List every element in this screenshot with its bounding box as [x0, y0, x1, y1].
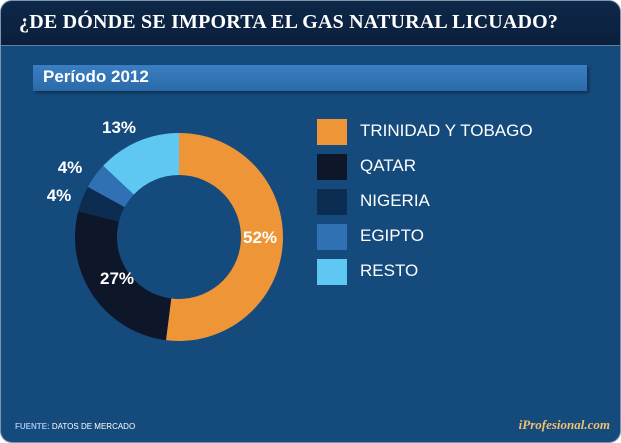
donut-slice-qatar — [75, 211, 172, 341]
source-label: FUENTE: — [15, 422, 50, 431]
legend-label: NIGERIA — [360, 191, 430, 210]
data-label-trinidad-y-tobago: 52% — [243, 228, 277, 247]
data-label-resto: 13% — [102, 118, 136, 137]
legend-swatch — [317, 119, 347, 145]
data-label-egipto: 4% — [58, 158, 83, 177]
legend-swatch — [317, 224, 347, 250]
donut-slice-egipto — [87, 165, 134, 208]
legend-label: EGIPTO — [360, 226, 424, 245]
footer-source: FUENTE: DATOS DE MERCADO — [15, 422, 135, 431]
legend-label: TRINIDAD Y TOBAGO — [360, 121, 533, 140]
donut-slice-trinidad-y-tobago — [165, 133, 283, 341]
donut-slice-nigeria — [78, 186, 125, 222]
source-text: DATOS DE MERCADO — [51, 422, 136, 431]
legend-label: RESTO — [360, 261, 419, 280]
legend-swatch — [317, 154, 347, 180]
chart-title: ¿DE DÓNDE SE IMPORTA EL GAS NATURAL LICU… — [19, 11, 559, 33]
data-label-nigeria: 4% — [47, 186, 72, 205]
brand-logo: iProfesional.com — [518, 417, 610, 432]
legend-swatch — [317, 189, 347, 215]
period-label: Período 2012 — [43, 67, 149, 86]
data-label-qatar: 27% — [100, 269, 134, 288]
header-bar: ¿DE DÓNDE SE IMPORTA EL GAS NATURAL LICU… — [1, 1, 620, 46]
legend-label: QATAR — [360, 156, 417, 175]
period-bar: Período 2012 — [33, 65, 587, 91]
legend-swatch — [317, 259, 347, 285]
donut-slice-resto — [103, 133, 179, 195]
